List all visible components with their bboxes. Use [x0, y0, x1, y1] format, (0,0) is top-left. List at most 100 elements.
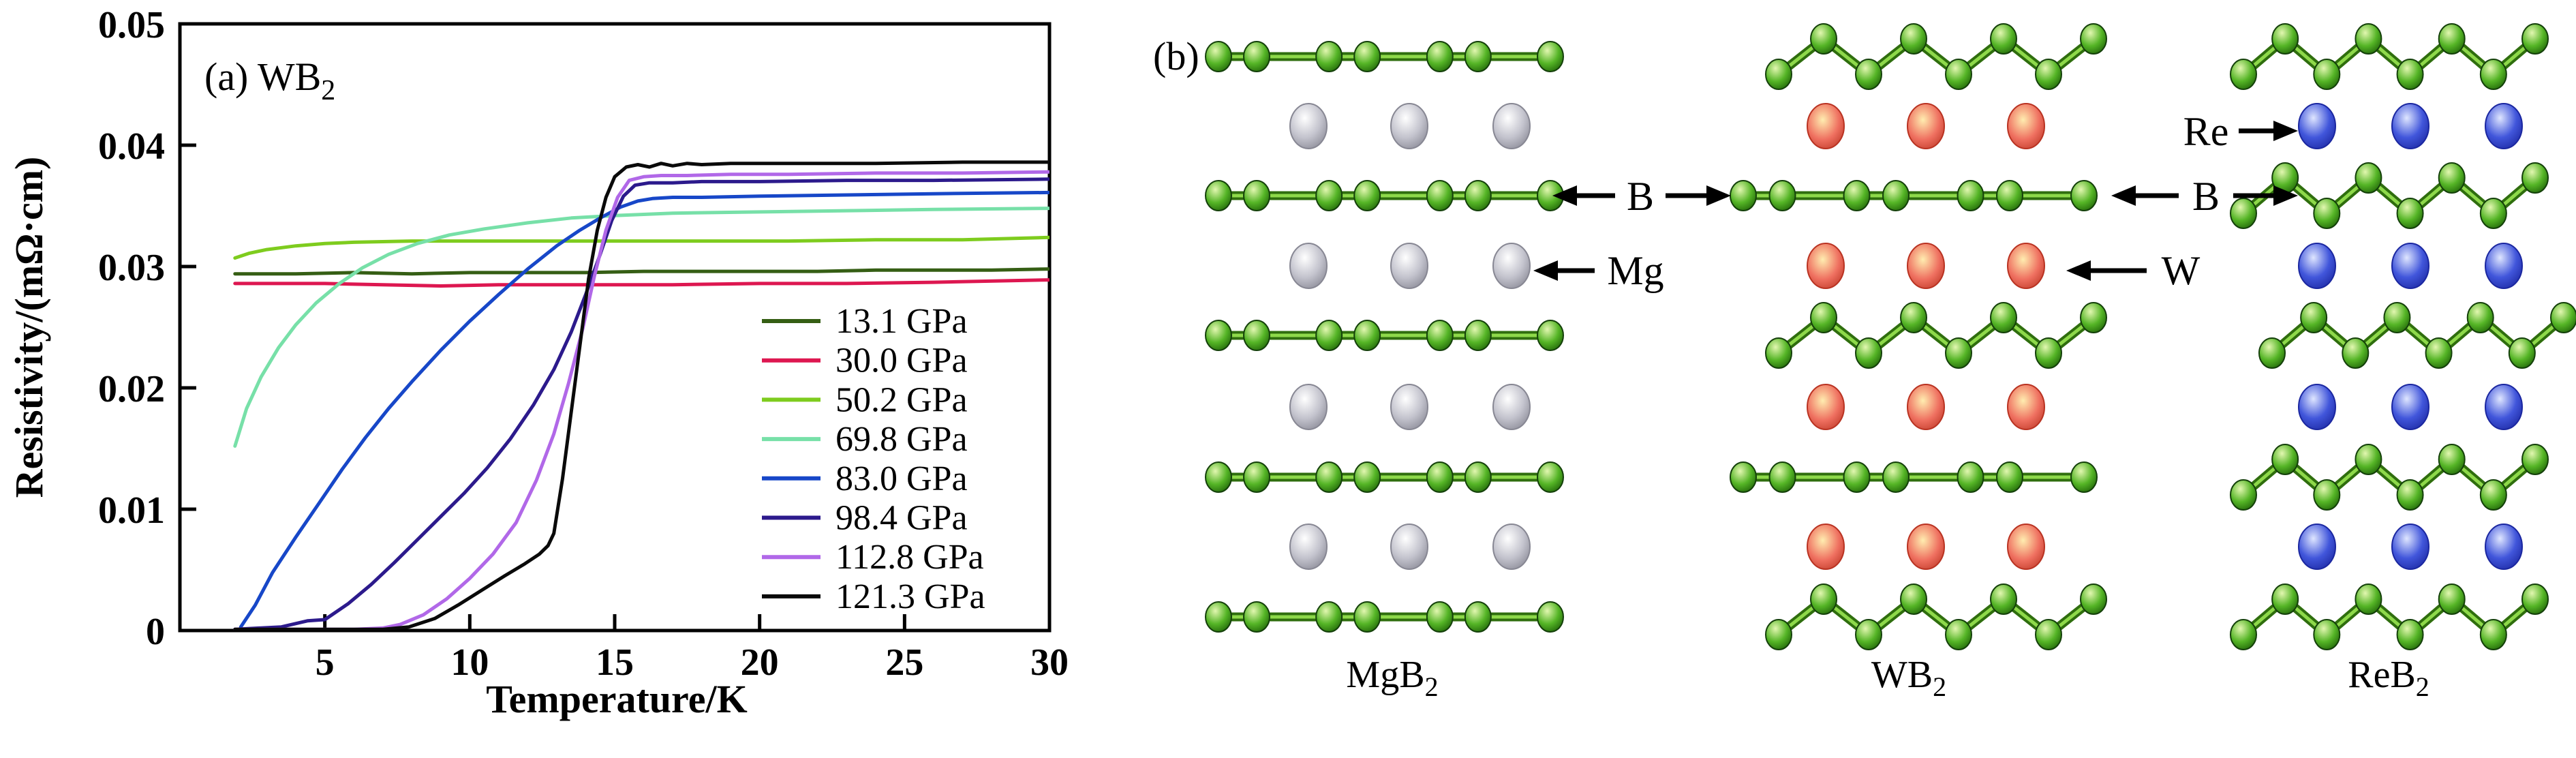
boron-atom: [2521, 162, 2549, 194]
boron-atom: [1537, 461, 1564, 493]
curve-112.8-GPa: [233, 170, 1049, 631]
boron-atom: [1243, 320, 1271, 351]
boron-atom: [2271, 583, 2299, 615]
structure-label-reb2: ReB2: [2348, 654, 2429, 702]
boron-layer-flat: [1205, 180, 1564, 211]
boron-atom: [1243, 180, 1271, 211]
boron-atom: [1464, 601, 1492, 633]
boron-atom: [2479, 59, 2507, 90]
boron-atom: [1900, 583, 1927, 615]
legend-label-30.0-GPa: 30.0 GPa: [835, 342, 968, 380]
boron-atom: [2355, 444, 2382, 475]
curve-98.4-GPa: [233, 177, 1049, 631]
w-atom: [1907, 384, 1945, 430]
chart-generated-layer: 5 10 15 20 25 30 0 0.01 0.02 0.03 0.04 0.05 13.1 GPa…: [98, 4, 1069, 684]
boron-atom: [1205, 41, 1232, 72]
boron-atom: [1353, 320, 1381, 351]
boron-atom: [1205, 461, 1232, 493]
boron-atom: [2508, 337, 2536, 369]
boron-atom: [2438, 162, 2466, 194]
curve-30.0-GPa: [233, 278, 1049, 288]
boron-layer-zigzag: [1765, 302, 2107, 369]
boron-atom: [2230, 198, 2257, 229]
boron-atom: [2479, 198, 2507, 229]
boron-atom: [2396, 479, 2424, 511]
arrow-to-wb2-boron-layer: [1666, 185, 1731, 206]
boron-layer-zigzag: [2258, 302, 2576, 369]
arrow-head: [1706, 185, 1731, 206]
boron-atom: [1945, 619, 1972, 650]
mg-atom: [1390, 103, 1428, 149]
boron-atom: [2396, 59, 2424, 90]
mg-atom: [1390, 384, 1428, 430]
boron-atom: [1426, 41, 1454, 72]
boron-atom: [1205, 601, 1232, 633]
boron-atom: [1765, 619, 1792, 650]
boron-atom: [1537, 41, 1564, 72]
mg-annotation: Mg: [1607, 248, 1663, 293]
w-atom: [2007, 384, 2045, 430]
boron-atom: [2271, 23, 2299, 55]
panel-a-chart: 5 10 15 20 25 30 0 0.01 0.02 0.03 0.04 0.05 13.1 GPa…: [7, 4, 1069, 721]
re-atom: [2298, 524, 2336, 570]
x-tick-label: 25: [885, 641, 923, 684]
boron-atom: [2035, 337, 2062, 369]
chart-title-subscript: 2: [321, 75, 335, 106]
boron-atom: [1990, 23, 2017, 55]
boron-atom: [1243, 461, 1271, 493]
arrow-head: [2273, 121, 2298, 141]
panel-b-label: (b): [1153, 34, 1199, 78]
y-tick-label: 0.02: [98, 368, 165, 410]
boron-atom: [1855, 619, 1882, 650]
re-atom: [2485, 524, 2523, 570]
boron-layer-zigzag: [2230, 583, 2549, 650]
w-atom: [2007, 243, 2045, 289]
x-tick-label: 10: [450, 641, 489, 684]
re-atom: [2485, 103, 2523, 149]
curve-50.2-GPa: [233, 235, 1049, 260]
re-atom: [2391, 524, 2429, 570]
boron-atom: [1464, 180, 1492, 211]
w-atom: [1807, 384, 1845, 430]
boron-atom: [1900, 302, 1927, 333]
w-atom: [1907, 243, 1945, 289]
boron-atom: [2466, 302, 2494, 333]
boron-atom: [1464, 320, 1492, 351]
re-atom: [2391, 103, 2429, 149]
boron-atom: [2383, 302, 2411, 333]
boron-atom: [1464, 461, 1492, 493]
mg-atom: [1390, 243, 1428, 289]
boron-layer-zigzag: [2230, 23, 2549, 90]
boron-atom: [1730, 180, 1757, 211]
boron-atom: [2230, 59, 2257, 90]
boron-atom: [1957, 461, 1984, 493]
re-atom: [2485, 384, 2523, 430]
boron-layer-zigzag: [1765, 23, 2107, 90]
legend-label-83.0-GPa: 83.0 GPa: [835, 459, 968, 498]
w-atom: [1907, 103, 1945, 149]
curve-13.1-GPa: [233, 267, 1049, 276]
boron-layer-flat: [1730, 180, 2098, 211]
boron-atom: [2313, 198, 2341, 229]
structure-label-wb2: WB2: [1871, 654, 1946, 702]
boron-atom: [2230, 479, 2257, 511]
boron-atom: [2355, 162, 2382, 194]
boron-atom: [1900, 23, 1927, 55]
arrow-head: [1552, 185, 1577, 206]
legend-label-121.3-GPa: 121.3 GPa: [835, 577, 985, 616]
boron-atom: [1996, 461, 2023, 493]
x-tick-label: 15: [596, 641, 634, 684]
boron-atom: [1315, 180, 1343, 211]
boron-atom: [1768, 180, 1796, 211]
boron-atom: [1315, 601, 1343, 633]
boron-atom: [1882, 180, 1910, 211]
re-atom: [2391, 243, 2429, 289]
mg-atom: [1492, 384, 1531, 430]
arrow-head: [2066, 260, 2091, 281]
arrow-to-wb2-boron-layer-2: [2111, 185, 2179, 206]
arrow-to-re-atom: [2239, 121, 2298, 141]
boron-atom: [1945, 337, 1972, 369]
boron-atom: [2035, 619, 2062, 650]
boron-atom: [2070, 461, 2098, 493]
